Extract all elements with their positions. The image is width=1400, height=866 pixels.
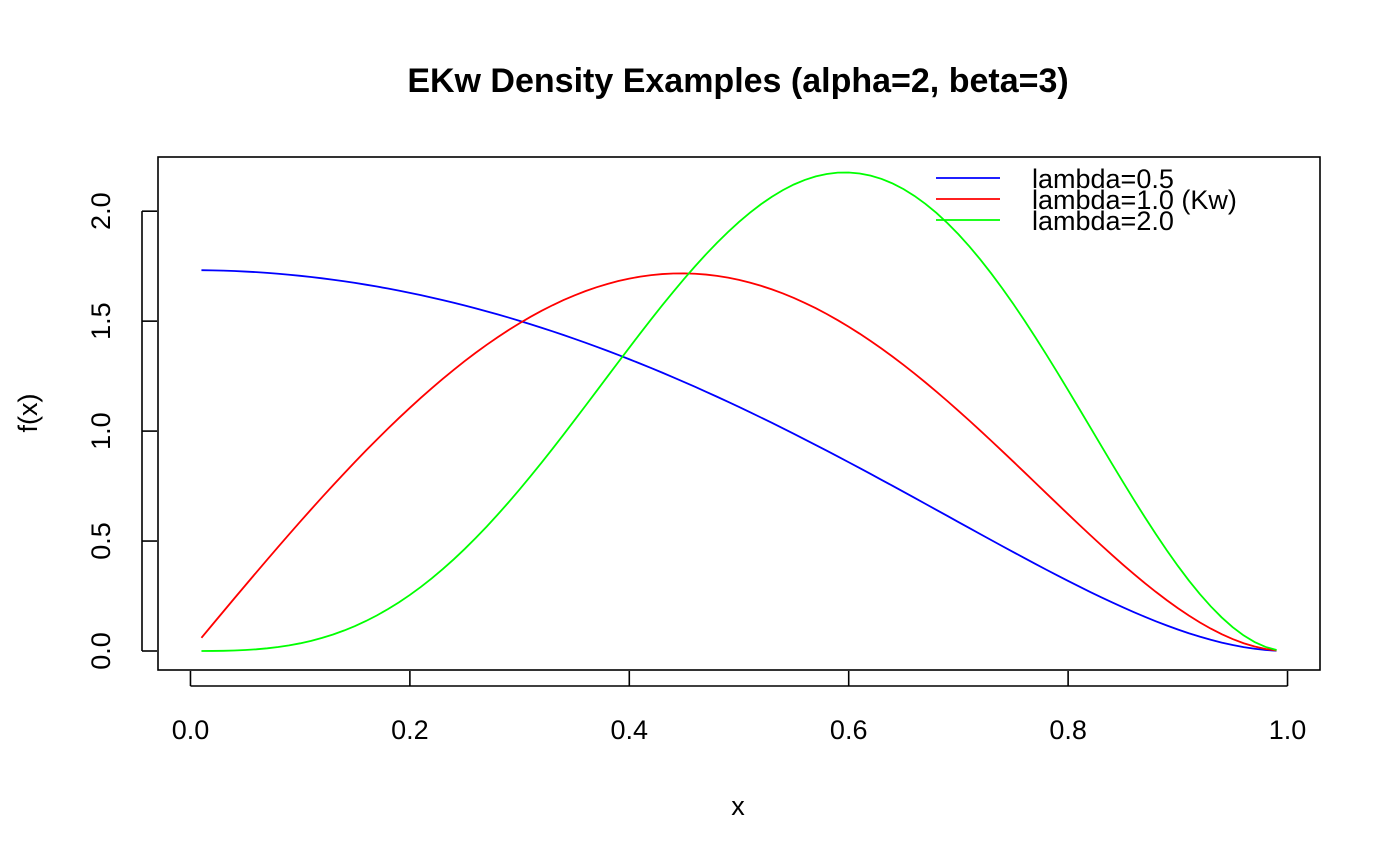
series-lines bbox=[200, 171, 1277, 652]
plot-frame bbox=[157, 156, 1321, 671]
y-tick-label: 2.0 bbox=[86, 192, 116, 230]
y-tick-label: 1.0 bbox=[86, 412, 116, 450]
series-line-3 bbox=[201, 171, 1277, 652]
legend-label-3: lambda=2.0 bbox=[1032, 206, 1174, 236]
series-line-1 bbox=[201, 269, 1277, 652]
chart-title: EKw Density Examples (alpha=2, beta=3) bbox=[407, 62, 1068, 100]
x-tick-label: 0.2 bbox=[391, 715, 429, 745]
x-tick-label: 0.6 bbox=[830, 715, 868, 745]
series-line-2 bbox=[200, 272, 1277, 652]
x-tick-label: 0.4 bbox=[611, 715, 649, 745]
x-axis-label: x bbox=[731, 791, 745, 821]
x-tick-label: 0.8 bbox=[1049, 715, 1087, 745]
y-tick-label: 0.0 bbox=[86, 632, 116, 670]
y-axis-label: f(x) bbox=[13, 394, 43, 433]
y-tick-label: 1.5 bbox=[86, 302, 116, 340]
legend-label-2: lambda=1.0 (Kw) bbox=[1032, 185, 1237, 215]
y-axis: 0.0 0.5 1.0 1.5 2.0 bbox=[86, 192, 157, 670]
x-tick-label: 1.0 bbox=[1269, 715, 1307, 745]
legend-label-1: lambda=0.5 bbox=[1032, 164, 1174, 194]
y-tick-label: 0.5 bbox=[86, 522, 116, 560]
x-axis: 0.0 0.2 0.4 0.6 0.8 1.0 bbox=[172, 671, 1307, 745]
x-tick-label: 0.0 bbox=[172, 715, 210, 745]
